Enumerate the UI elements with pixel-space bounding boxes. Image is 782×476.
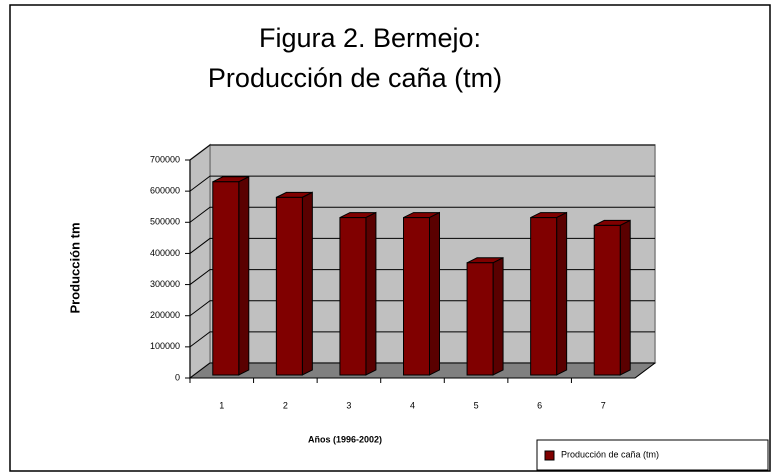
x-axis-end [634,362,656,379]
bar-side [238,175,250,376]
y-tick-label: 0 [175,372,180,382]
y-tick-label: 100000 [150,341,180,351]
x-tick-label: 7 [601,400,606,410]
bar-side [556,211,568,376]
x-tick-label: 2 [283,400,288,410]
grid-line [189,331,655,348]
y-tick-label: 500000 [150,217,180,227]
y-tick-label: 200000 [150,310,180,320]
grid-line [189,175,655,192]
bar [403,217,430,376]
y-tick-label: 700000 [150,154,180,164]
legend-label: Producción de caña (tm) [561,449,659,459]
y-tick-label: 400000 [150,248,180,258]
chart-subtitle: Producción de caña (tm) [208,63,502,93]
bar [212,181,240,376]
bar [275,196,303,376]
legend [536,439,769,471]
x-tick-label: 4 [410,400,415,410]
bar [530,217,558,376]
bar-side [429,211,440,376]
side-wall [189,143,211,380]
bar [466,262,494,376]
grid-line [189,144,655,161]
bar [339,217,367,376]
x-tick-label: 3 [346,400,351,410]
x-tick-label: 1 [219,400,224,410]
legend-swatch [544,450,555,461]
bar-side [301,191,313,376]
grid-line [189,300,655,317]
bar [593,224,621,376]
y-tick-label: 600000 [150,186,180,196]
grid-line [189,206,655,223]
bar-side [619,219,631,376]
x-tick-label: 5 [474,400,479,410]
grid-line [189,237,655,254]
x-axis-label: Años (1996-2002) [308,434,382,444]
bar-side [492,256,504,376]
chart-title: Figura 2. Bermejo: [259,23,481,53]
y-tick-label: 300000 [150,279,180,289]
y-axis-label: Producción tm [67,222,82,313]
bar-side [365,211,377,376]
x-tick-label: 6 [537,400,542,410]
grid-line [189,269,655,285]
grid-line [189,362,655,379]
